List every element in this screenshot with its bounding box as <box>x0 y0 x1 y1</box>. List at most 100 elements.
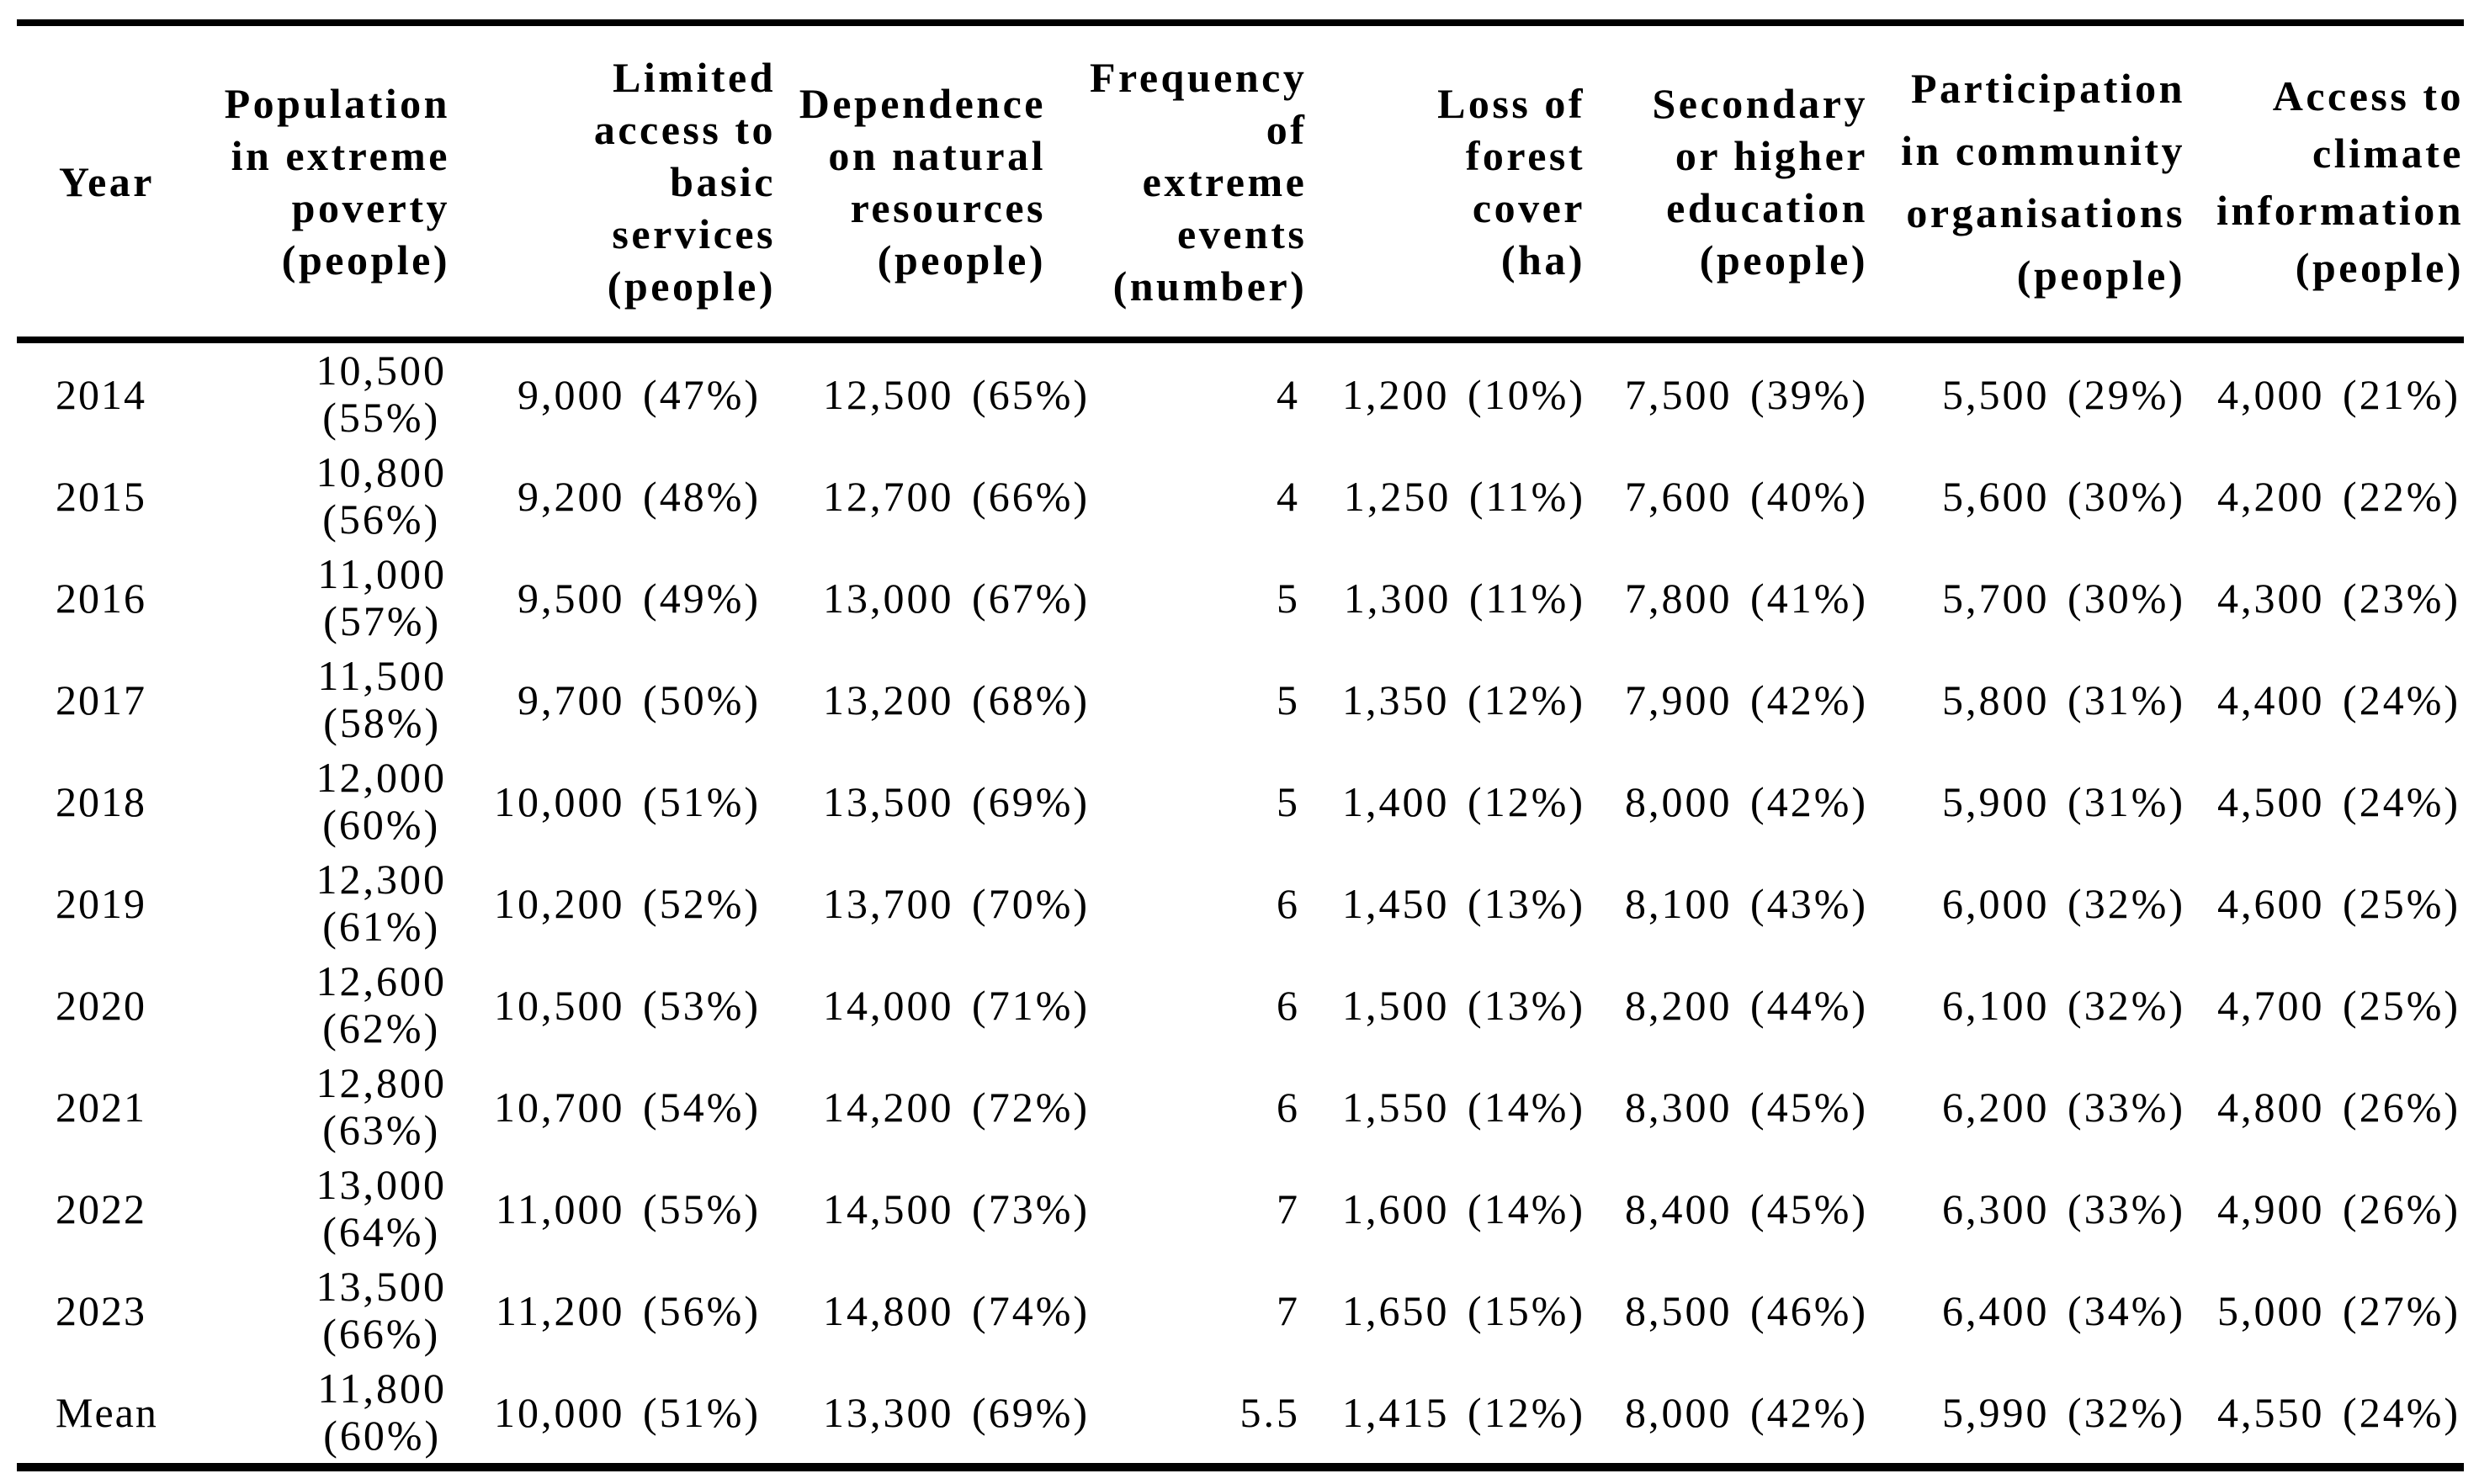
cell-access-climate-information: 4,550 (24%) <box>2217 1388 2460 1436</box>
table-header: Year Population in extreme poverty (people) L… <box>17 23 2464 340</box>
cell-secondary-higher-education: 8,000 (42%) <box>1625 1388 1868 1436</box>
cell-loss-forest-cover: 1,650 (15%) <box>1342 1286 1585 1334</box>
cell-participation-community-organisations: 5,900 (31%) <box>1942 777 2185 825</box>
header-line: events <box>1177 209 1308 257</box>
header-label: Access to climate information (people) <box>2216 67 2464 296</box>
cell-access-climate-information: 4,700 (25%) <box>2217 981 2460 1029</box>
cell-loss-forest-cover: 1,400 (12%) <box>1342 777 1585 825</box>
cell-limited-access-basic-services: 9,000 (47%) <box>518 370 761 418</box>
cell-loss-forest-cover: 1,450 (13%) <box>1342 879 1585 927</box>
cell-frequency-extreme-events: 6 <box>1277 1083 1300 1131</box>
cell-secondary-higher-education: 7,900 (42%) <box>1625 676 1868 723</box>
cell-population-extreme-poverty: 10,800 (56%) <box>210 445 450 547</box>
cell-population-extreme-poverty: 13,500 (66%) <box>210 1259 450 1361</box>
cell-secondary-higher-education: 8,000 (42%) <box>1625 777 1868 825</box>
cell-loss-forest-cover: 1,600 (14%) <box>1342 1185 1585 1232</box>
header-line: Access to <box>2272 72 2464 119</box>
cell-frequency-extreme-events: 7 <box>1277 1185 1300 1232</box>
cell-participation-community-organisations: 6,100 (32%) <box>1942 981 2185 1029</box>
cell-dependence-natural-resources: 12,500 (65%) <box>823 370 1090 418</box>
header-line: basic <box>670 157 776 205</box>
cell-access-climate-information: 4,000 (21%) <box>2217 370 2460 418</box>
table-row-2014: 2014 10,500 (55%) 9,000 (47%) 12,500 (65%) 4 1… <box>17 340 2464 445</box>
cell-year: 2018 <box>56 777 146 825</box>
header-line: education <box>1666 183 1868 231</box>
cell-limited-access-basic-services: 10,000 (51%) <box>494 777 761 825</box>
cell-secondary-higher-education: 8,500 (46%) <box>1625 1286 1868 1334</box>
header-line: in extreme <box>231 131 450 179</box>
header-line: Participation <box>1910 64 2185 112</box>
header-label: Frequency of extreme events (number) <box>1090 51 1307 312</box>
header-line: organisations <box>1906 188 2185 236</box>
two-line-value: 11,000 (57%) <box>317 550 447 644</box>
cell-population-extreme-poverty: 10,500 (55%) <box>210 340 450 445</box>
two-line-value: 13,000 (64%) <box>316 1161 448 1255</box>
header-line: forest <box>1465 131 1585 179</box>
header-line: (people) <box>281 236 450 284</box>
header-line: (people) <box>607 262 776 310</box>
two-line-value: 12,800 (63%) <box>316 1059 448 1153</box>
header-line: (number) <box>1112 262 1308 310</box>
cell-dependence-natural-resources: 14,800 (74%) <box>823 1286 1090 1334</box>
column-header-loss-forest-cover: Loss of forest cover (ha) <box>1302 23 1585 340</box>
table-row-2017: 2017 11,500 (58%) 9,700 (50%) 13,200 (68%) 5 1… <box>17 649 2464 750</box>
cell-limited-access-basic-services: 10,700 (54%) <box>494 1083 761 1131</box>
cell-population-extreme-poverty: 12,300 (61%) <box>210 852 450 954</box>
table-body: 2014 10,500 (55%) 9,000 (47%) 12,500 (65%) 4 1… <box>17 340 2464 1467</box>
cell-secondary-higher-education: 7,600 (40%) <box>1625 472 1868 520</box>
cell-frequency-extreme-events: 5 <box>1277 777 1300 825</box>
value-line: 11,000 <box>317 550 447 597</box>
cell-year: 2017 <box>56 676 146 723</box>
cell-participation-community-organisations: 6,000 (32%) <box>1942 879 2185 927</box>
cell-limited-access-basic-services: 11,000 (55%) <box>495 1185 761 1232</box>
cell-frequency-extreme-events: 4 <box>1277 472 1300 520</box>
cell-year: 2015 <box>56 472 146 520</box>
cell-dependence-natural-resources: 14,500 (73%) <box>823 1185 1090 1232</box>
value-line: (56%) <box>322 496 441 543</box>
cell-dependence-natural-resources: 14,200 (72%) <box>823 1083 1090 1131</box>
value-line: (57%) <box>323 597 442 644</box>
cell-participation-community-organisations: 5,800 (31%) <box>1942 676 2185 723</box>
cell-limited-access-basic-services: 10,500 (53%) <box>494 981 761 1029</box>
value-line: (60%) <box>323 1412 442 1459</box>
table-row-2023: 2023 13,500 (66%) 11,200 (56%) 14,800 (74%) 7… <box>17 1259 2464 1361</box>
column-header-secondary-higher-education: Secondary or higher education (people) <box>1585 23 1868 340</box>
value-line: 13,500 <box>316 1263 447 1310</box>
cell-secondary-higher-education: 8,400 (45%) <box>1625 1185 1868 1232</box>
table-row-2016: 2016 11,000 (57%) 9,500 (49%) 13,000 (67%) 5 1… <box>17 547 2464 649</box>
column-header-frequency-extreme-events: Frequency of extreme events (number) <box>1090 23 1304 340</box>
cell-participation-community-organisations: 5,700 (30%) <box>1942 574 2185 622</box>
two-line-value: 13,500 (66%) <box>316 1263 448 1357</box>
column-header-limited-access-basic-services: Limited access to basic services (people) <box>450 23 783 340</box>
header-line: climate <box>2312 129 2464 177</box>
value-line: 11,500 <box>317 652 447 699</box>
header-line: (people) <box>877 236 1046 284</box>
cell-population-extreme-poverty: 11,500 (58%) <box>210 649 450 750</box>
cell-limited-access-basic-services: 10,000 (51%) <box>494 1388 761 1436</box>
cell-secondary-higher-education: 7,800 (41%) <box>1625 574 1868 622</box>
header-row: Year Population in extreme poverty (people) L… <box>17 23 2464 340</box>
cell-population-extreme-poverty: 11,000 (57%) <box>210 547 450 649</box>
table-row-2018: 2018 12,000 (60%) 10,000 (51%) 13,500 (69%) 5… <box>17 750 2464 852</box>
table-row-mean: Mean 11,800 (60%) 10,000 (51%) 13,300 (69%) 5… <box>17 1361 2464 1467</box>
cell-loss-forest-cover: 1,500 (13%) <box>1342 981 1585 1029</box>
cell-access-climate-information: 5,000 (27%) <box>2217 1286 2460 1334</box>
value-line: 10,500 <box>316 347 447 394</box>
cell-secondary-higher-education: 8,200 (44%) <box>1625 981 1868 1029</box>
cell-dependence-natural-resources: 13,300 (69%) <box>823 1388 1090 1436</box>
header-line: (ha) <box>1500 236 1585 284</box>
cell-frequency-extreme-events: 5.5 <box>1240 1388 1300 1436</box>
column-header-year: Year <box>17 23 210 340</box>
header-line: or higher <box>1675 131 1868 179</box>
two-line-value: 10,500 (55%) <box>316 347 448 441</box>
header-line: Loss of <box>1437 79 1585 127</box>
two-line-value: 12,000 (60%) <box>316 754 448 848</box>
cell-year: Mean <box>56 1388 158 1436</box>
cell-loss-forest-cover: 1,300 (11%) <box>1343 574 1585 622</box>
cell-year: 2019 <box>56 879 146 927</box>
cell-population-extreme-poverty: 13,000 (64%) <box>210 1158 450 1259</box>
cell-access-climate-information: 4,500 (24%) <box>2217 777 2460 825</box>
cell-loss-forest-cover: 1,550 (14%) <box>1342 1083 1585 1131</box>
header-line: of extreme <box>1142 105 1308 205</box>
